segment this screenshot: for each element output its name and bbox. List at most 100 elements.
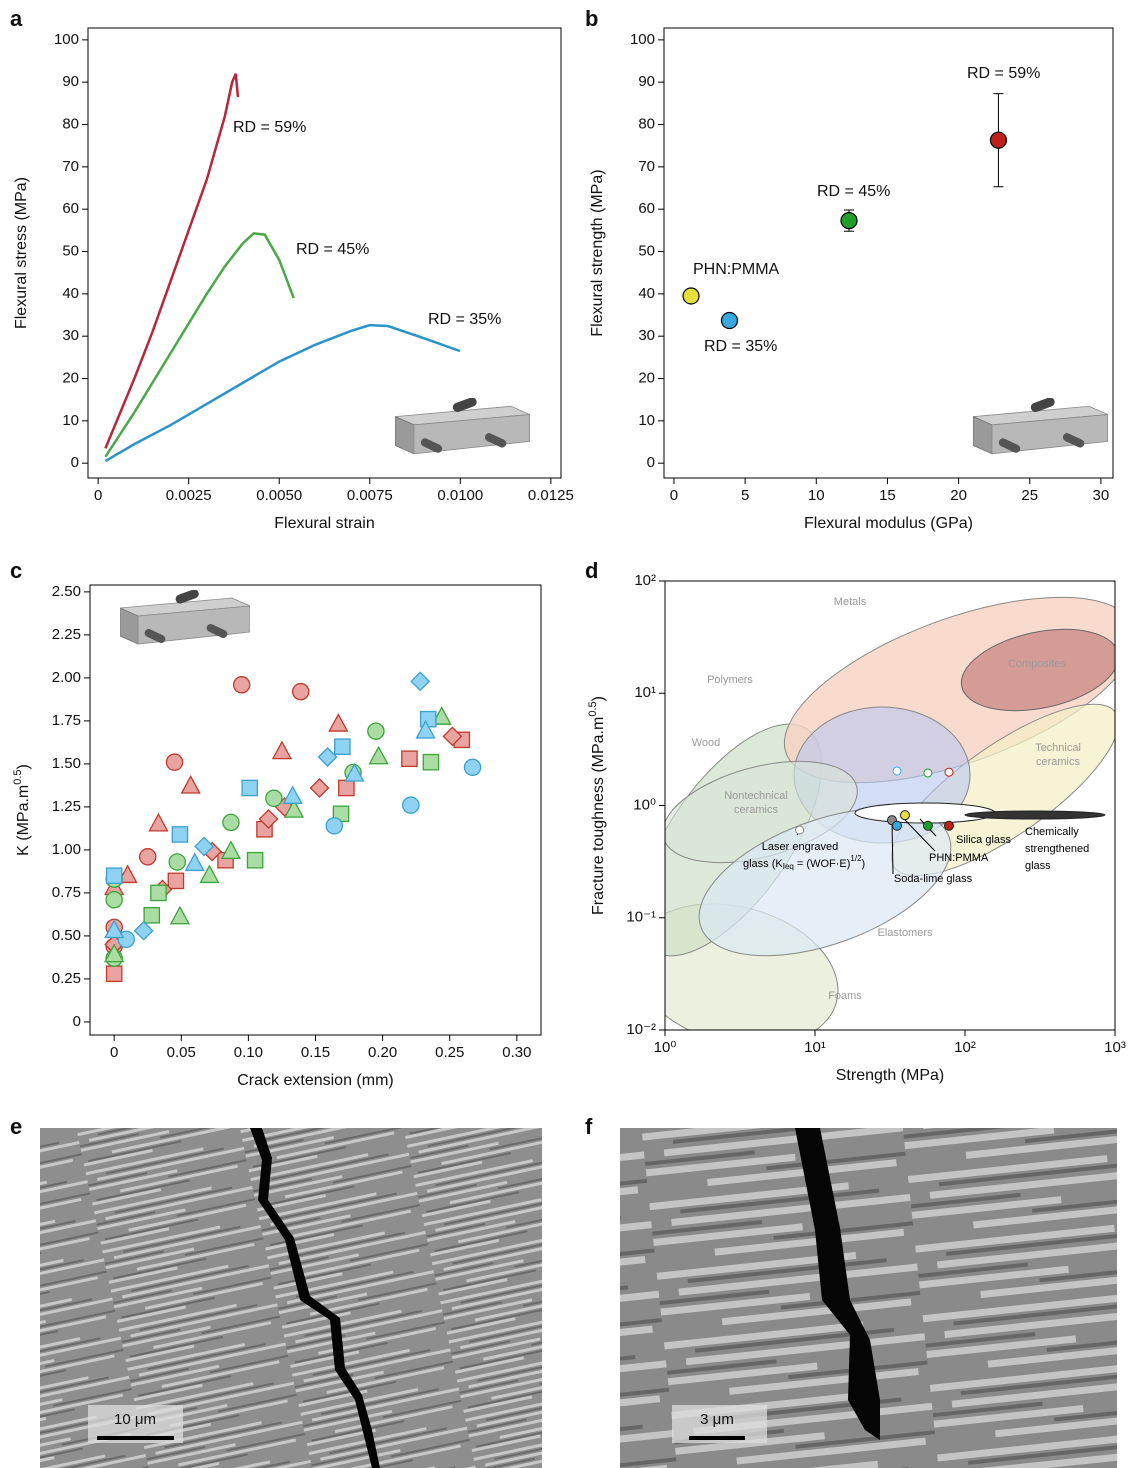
crack xyxy=(250,1128,380,1468)
beam-icon xyxy=(395,398,530,455)
y-tick-label: 10¹ xyxy=(634,684,656,701)
marker xyxy=(431,706,452,725)
x-tick-label: 10⁰ xyxy=(654,1039,677,1056)
x-tick-label: 10 xyxy=(808,487,825,504)
y-tick-label: 0.25 xyxy=(52,970,81,987)
marker xyxy=(199,864,220,884)
marker xyxy=(165,753,184,771)
marker xyxy=(368,745,389,765)
point-label: RD = 59% xyxy=(967,65,1040,82)
region-label: ceramics xyxy=(734,804,779,816)
marker xyxy=(309,778,330,798)
x-tick-label: 0 xyxy=(670,487,678,504)
point xyxy=(720,311,739,330)
point xyxy=(989,131,1008,149)
y-axis-label-part: 0.5 xyxy=(587,701,599,716)
annotation: glass (KIeq = (WOF·E)1/2) xyxy=(743,854,865,871)
y-tick-label: 2.25 xyxy=(52,626,81,643)
panel-label: c xyxy=(10,558,22,583)
point xyxy=(891,820,902,831)
marker xyxy=(169,905,191,925)
marker xyxy=(419,710,437,728)
y-tick-label: 10 xyxy=(62,412,79,429)
marker xyxy=(105,867,123,885)
x-axis-label: Strength (MPa) xyxy=(836,1067,944,1084)
curve-label: RD = 35% xyxy=(428,311,501,328)
marker xyxy=(133,920,154,941)
annotation-part: glass (K xyxy=(743,858,783,870)
x-axis-label: Crack extension (mm) xyxy=(237,1072,393,1089)
x-tick-label: 25 xyxy=(1021,487,1038,504)
y-tick-label: 2.00 xyxy=(52,669,81,686)
x-axis-label: Flexural strain xyxy=(274,515,374,532)
marker xyxy=(105,965,123,983)
marker xyxy=(194,836,215,857)
plot-frame xyxy=(663,27,1114,479)
y-axis-label: K (MPa.m0.5) xyxy=(12,764,32,856)
x-tick-label: 20 xyxy=(950,487,967,504)
marker xyxy=(422,753,440,771)
marker xyxy=(220,840,242,860)
x-tick-label: 0 xyxy=(110,1044,118,1061)
region-label: Polymers xyxy=(707,674,753,686)
marker xyxy=(232,676,251,694)
y-tick-label: 70 xyxy=(62,158,79,175)
marker xyxy=(271,740,293,760)
y-tick-label: 100 xyxy=(54,31,79,48)
y-axis-label-part: ) xyxy=(15,764,32,769)
y-tick-label: 100 xyxy=(630,31,655,48)
marker xyxy=(168,853,186,871)
marker xyxy=(265,789,283,808)
x-tick-label: 0.0075 xyxy=(347,487,393,504)
y-axis-label-part: 0.5 xyxy=(12,769,24,784)
y-tick-label: 20 xyxy=(638,369,655,386)
point xyxy=(944,767,954,777)
scale-bar xyxy=(689,1436,745,1440)
y-tick-label: 10⁰ xyxy=(633,796,656,813)
y-tick-label: 10⁻² xyxy=(626,1021,656,1038)
x-tick-label: 0.10 xyxy=(234,1044,263,1061)
marker xyxy=(104,943,125,963)
x-tick-label: 0.0100 xyxy=(437,487,483,504)
marker xyxy=(138,848,157,866)
curve xyxy=(104,232,295,458)
region-label: Composites xyxy=(1008,658,1067,670)
y-tick-label: 1.00 xyxy=(52,841,81,858)
marker xyxy=(401,750,418,768)
x-tick-label: 10² xyxy=(954,1039,976,1056)
region xyxy=(960,628,1115,712)
marker xyxy=(180,774,201,794)
annotation: glass xyxy=(1025,860,1051,872)
y-tick-label: 1.50 xyxy=(52,755,81,772)
marker xyxy=(334,738,351,755)
marker xyxy=(442,726,463,747)
y-tick-label: 1.75 xyxy=(52,712,81,729)
scale-bar xyxy=(97,1436,174,1440)
x-tick-label: 0 xyxy=(94,487,102,504)
y-axis-label-part: Fracture toughness (MPa.m xyxy=(590,717,607,915)
region-label: Technical xyxy=(1035,742,1081,754)
y-axis-label: Flexural stress (MPa) xyxy=(13,177,30,329)
y-tick-label: 60 xyxy=(638,200,655,217)
y-axis-label-part: ) xyxy=(590,696,607,701)
point xyxy=(682,287,700,305)
annotation: Chemically xyxy=(1025,826,1079,838)
marker xyxy=(325,817,344,835)
curve xyxy=(104,323,461,463)
point xyxy=(840,212,858,230)
marker xyxy=(344,762,365,782)
y-tick-label: 10⁻¹ xyxy=(626,909,656,926)
x-tick-label: 0.30 xyxy=(502,1044,531,1061)
region-label: Metals xyxy=(834,596,867,608)
beam-icon xyxy=(120,590,250,645)
y-tick-label: 20 xyxy=(62,369,79,386)
marker xyxy=(463,758,482,777)
x-tick-label: 10³ xyxy=(1104,1039,1126,1056)
marker xyxy=(167,872,185,890)
marker xyxy=(143,906,161,924)
y-tick-label: 50 xyxy=(638,242,655,259)
marker xyxy=(283,799,305,818)
marker xyxy=(258,809,279,829)
